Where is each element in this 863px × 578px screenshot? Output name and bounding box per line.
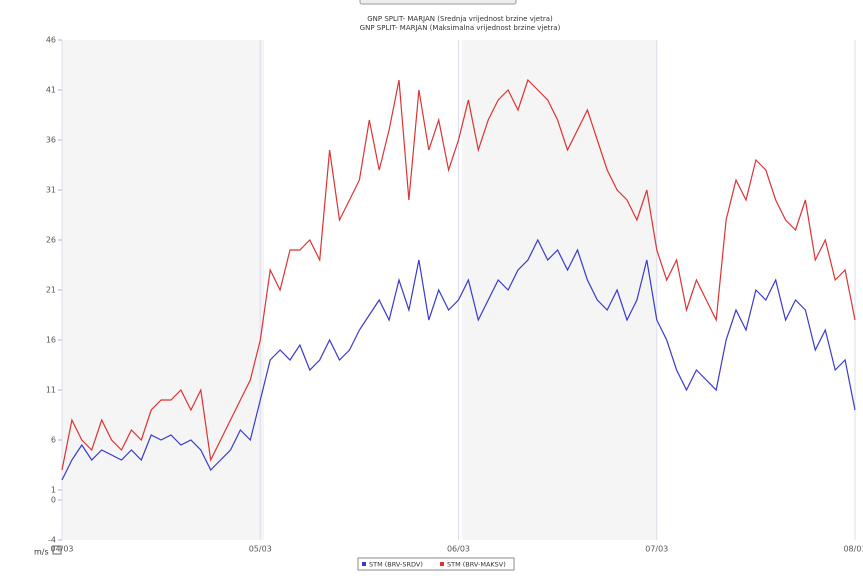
legend-swatch (362, 562, 366, 566)
legend-label: STM (BRV-MAKSV) (447, 561, 506, 569)
legend-swatch (440, 562, 444, 566)
y-tick-label: 21 (46, 286, 56, 295)
x-tick-label: 06/03 (447, 545, 470, 554)
x-tick-label: 07/03 (645, 545, 668, 554)
y-tick-label: 0 (51, 496, 56, 505)
y-tick-label: -4 (48, 536, 56, 545)
y-tick-label: 31 (46, 186, 56, 195)
x-tick-label: 05/03 (249, 545, 272, 554)
y-tick-label: 16 (46, 336, 56, 345)
x-tick-label: 04/03 (50, 545, 73, 554)
legend-label: STM (BRV-SRDV) (369, 561, 423, 569)
y-tick-label: 46 (46, 36, 56, 45)
series-line (61, 78, 856, 471)
y-tick-label: 1 (51, 486, 56, 495)
legend-box (357, 557, 515, 571)
y-tick-label: 41 (46, 86, 56, 95)
checkbox[interactable] (52, 545, 62, 555)
y-tick-label: 26 (46, 236, 56, 245)
toolbar-button[interactable] (359, 0, 517, 5)
band (62, 40, 264, 540)
x-tick-label: 08/03 (843, 545, 863, 554)
y-tick-label: 6 (51, 436, 56, 445)
y-tick-label: 36 (46, 136, 56, 145)
chart-subtitle: GNP SPLIT- MARJAN (Maksimalna vrijednost… (360, 24, 561, 32)
band (462, 40, 657, 540)
series-line (61, 238, 856, 481)
y-axis-label: m/s (34, 548, 49, 557)
chart-title: GNP SPLIT- MARJAN (Srednja vrijednost br… (367, 15, 553, 23)
y-tick-label: 11 (46, 386, 56, 395)
